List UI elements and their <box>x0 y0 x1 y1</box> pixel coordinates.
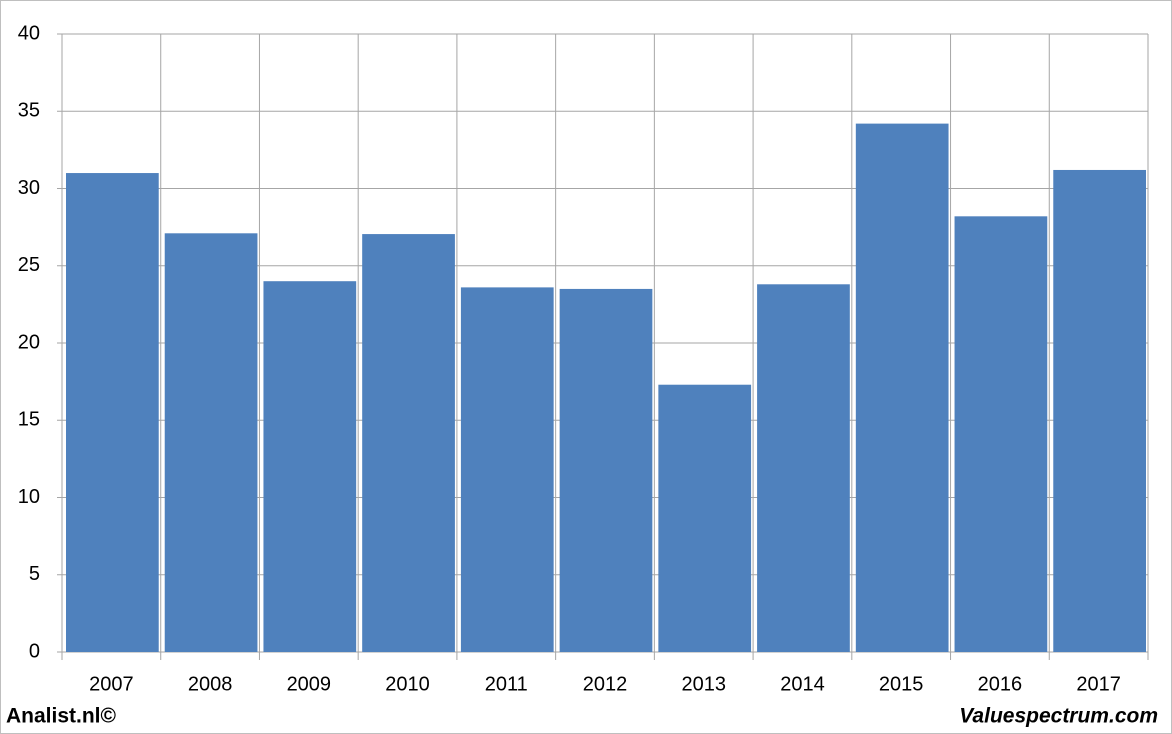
bar <box>559 288 653 652</box>
footer-left: Analist.nl© <box>6 705 117 728</box>
x-tick-label: 2011 <box>485 673 528 695</box>
x-tick-label: 2014 <box>780 673 825 695</box>
y-tick-label: 0 <box>29 640 40 662</box>
bar <box>757 284 850 652</box>
bar <box>164 233 258 652</box>
bar <box>954 216 1048 652</box>
x-tick-label: 2007 <box>89 673 134 695</box>
x-tick-label: 2013 <box>681 673 726 695</box>
y-tick-label: 30 <box>18 177 40 199</box>
footer-right: Valuespectrum.com <box>959 705 1158 728</box>
y-tick-label: 15 <box>18 409 40 431</box>
x-tick-label: 2008 <box>188 673 233 695</box>
y-tick-label: 5 <box>29 563 40 585</box>
bar <box>658 384 752 652</box>
bar <box>263 281 357 652</box>
y-tick-label: 40 <box>18 22 40 44</box>
y-tick-label: 10 <box>18 486 40 508</box>
y-tick-label: 25 <box>18 254 40 276</box>
bar <box>1053 169 1146 652</box>
x-tick-label: 2015 <box>879 673 924 695</box>
x-tick-label: 2010 <box>385 673 430 695</box>
bar <box>66 173 159 653</box>
x-tick-label: 2017 <box>1076 673 1121 695</box>
x-tick-label: 2009 <box>287 673 332 695</box>
y-tick-label: 35 <box>18 100 40 122</box>
x-tick-label: 2016 <box>978 673 1023 695</box>
bar <box>362 234 455 652</box>
y-tick-label: 20 <box>18 331 40 353</box>
x-tick-label: 2012 <box>583 673 628 695</box>
bar <box>460 287 554 652</box>
bar <box>855 123 949 653</box>
